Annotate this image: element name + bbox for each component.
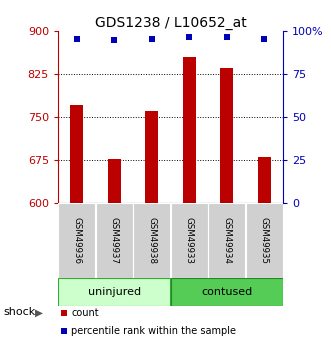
Bar [220, 68, 233, 203]
Bar [258, 157, 271, 203]
Bar [171, 203, 208, 278]
Title: GDS1238 / L10652_at: GDS1238 / L10652_at [95, 16, 246, 30]
Bar [133, 203, 170, 278]
Bar [145, 111, 158, 203]
Bar [58, 278, 170, 306]
Bar [108, 159, 121, 203]
Text: uninjured: uninjured [88, 287, 141, 297]
Bar [183, 57, 196, 203]
Text: GSM49937: GSM49937 [110, 217, 119, 264]
Text: GSM49934: GSM49934 [222, 217, 231, 264]
Bar [96, 203, 133, 278]
Text: percentile rank within the sample: percentile rank within the sample [71, 326, 236, 336]
Text: GSM49936: GSM49936 [72, 217, 81, 264]
Bar [208, 203, 245, 278]
Text: GSM49935: GSM49935 [260, 217, 269, 264]
Text: GSM49933: GSM49933 [185, 217, 194, 264]
Bar [171, 278, 283, 306]
Text: ▶: ▶ [35, 308, 43, 318]
Text: GSM49938: GSM49938 [147, 217, 156, 264]
Text: contused: contused [201, 287, 252, 297]
Text: count: count [71, 308, 99, 318]
Bar [246, 203, 283, 278]
Text: shock: shock [3, 307, 35, 317]
Bar [70, 106, 83, 203]
Bar [58, 203, 95, 278]
